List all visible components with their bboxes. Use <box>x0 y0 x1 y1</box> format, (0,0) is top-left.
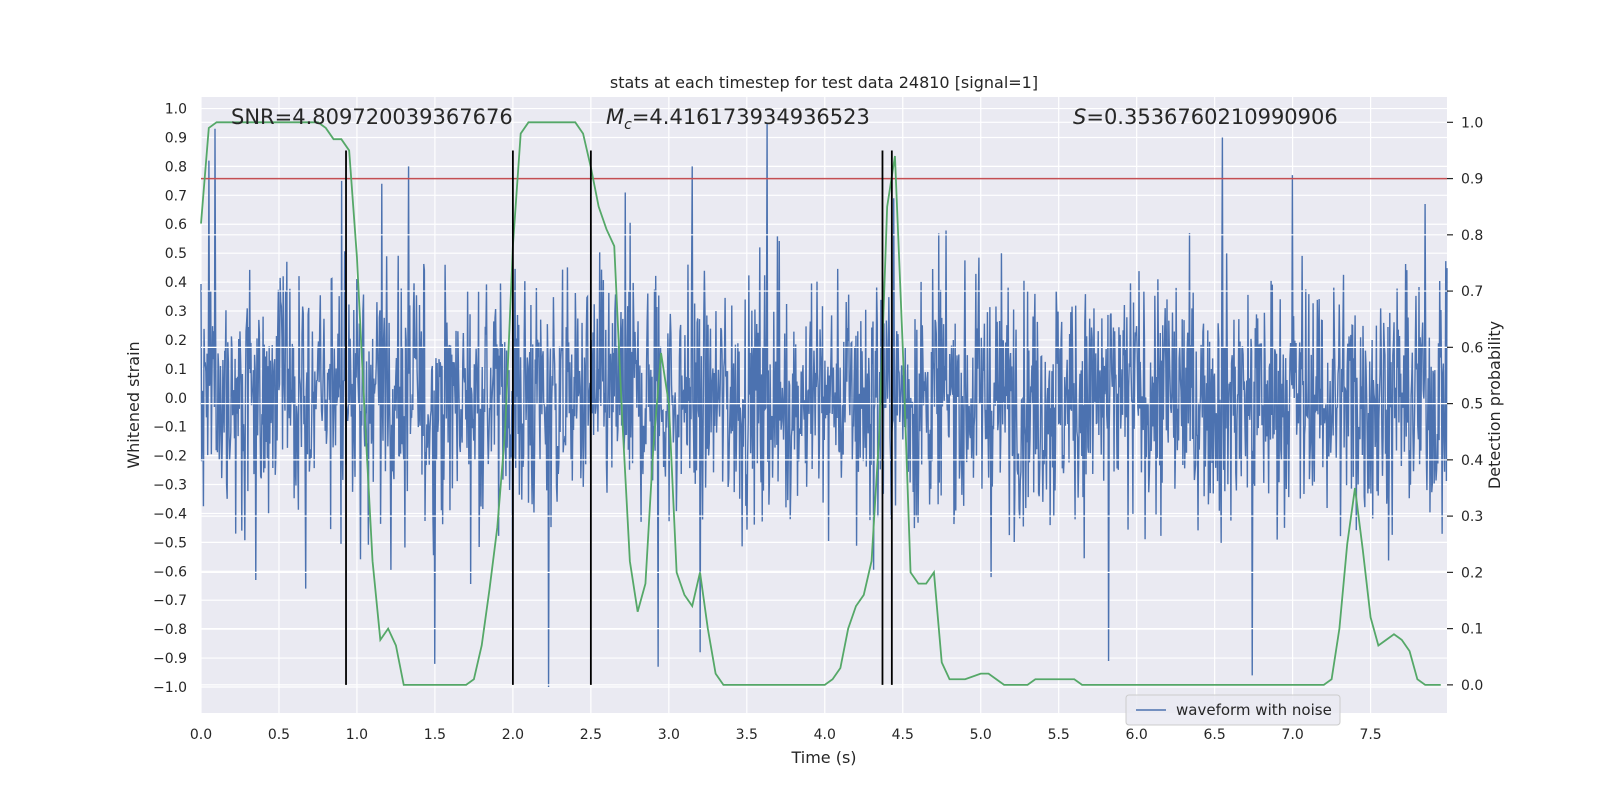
x-tick-label: 5.0 <box>970 727 992 743</box>
x-tick-label: 6.5 <box>1204 727 1226 743</box>
axis-ticks: 0.0 0.5 1.0 1.5 2.0 2.5 3.0 3.5 4.0 4.5 5.0 5.5 6.0 6… <box>153 102 1483 743</box>
y-right-tick-label: 0.4 <box>1461 453 1483 469</box>
y-right-tick-label: 0.7 <box>1461 284 1483 300</box>
chirp-mass-subscript: c <box>624 117 632 133</box>
y-left-tick-label: 0.3 <box>165 304 187 320</box>
y-left-tick-label: −0.3 <box>153 478 187 494</box>
x-tick-label: 3.0 <box>658 727 680 743</box>
detection-probability-series <box>200 121 1447 686</box>
y-left-tick-label: 1.0 <box>165 102 187 118</box>
y-left-tick-label: −0.8 <box>153 622 187 638</box>
y-left-tick-label: −0.5 <box>153 535 187 551</box>
s-statistic-value: =0.3536760210990906 <box>1086 105 1337 129</box>
x-tick-label: 7.0 <box>1281 727 1303 743</box>
y-right-tick-label: 0.0 <box>1461 678 1483 694</box>
chart-title: stats at each timestep for test data 248… <box>610 73 1038 92</box>
x-tick-label: 7.5 <box>1359 727 1381 743</box>
s-statistic-annotation: S=0.3536760210990906 <box>1073 105 1338 129</box>
x-tick-label: 4.5 <box>892 727 914 743</box>
legend-label-waveform: waveform with noise <box>1176 701 1332 719</box>
y-right-tick-label: 0.8 <box>1461 228 1483 244</box>
y-right-tick-label: 0.9 <box>1461 172 1483 188</box>
y-left-tick-label: 0.0 <box>165 391 187 407</box>
y-left-tick-label: 0.6 <box>165 217 187 233</box>
x-tick-label: 2.0 <box>502 727 524 743</box>
y-axis-left-label: Whitened strain <box>124 341 143 468</box>
x-axis-label: Time (s) <box>790 748 856 767</box>
waveform-line <box>200 123 1448 687</box>
y-right-tick-label: 0.2 <box>1461 565 1483 581</box>
y-left-tick-label: −0.7 <box>153 593 187 609</box>
y-right-tick-label: 0.3 <box>1461 509 1483 525</box>
y-left-tick-label: 0.8 <box>165 159 187 175</box>
x-tick-label: 1.0 <box>346 727 368 743</box>
y-left-tick-label: −0.6 <box>153 564 187 580</box>
x-tick-label: 0.5 <box>268 727 290 743</box>
chirp-mass-value: =4.416173934936523 <box>632 105 870 129</box>
detection-probability-line <box>200 121 1441 686</box>
s-statistic-symbol: S <box>1073 105 1086 129</box>
x-tick-label: 3.5 <box>736 727 758 743</box>
x-tick-label: 1.5 <box>424 727 446 743</box>
y-right-tick-label: 1.0 <box>1461 115 1483 131</box>
legend-box <box>1125 694 1341 726</box>
y-left-tick-label: 0.9 <box>165 130 187 146</box>
y-right-tick-label: 0.5 <box>1461 397 1483 413</box>
x-tick-label: 0.0 <box>190 727 212 743</box>
y-right-tick-label: 0.1 <box>1461 622 1483 638</box>
vertical-markers <box>345 150 893 685</box>
waveform-series <box>200 123 1448 687</box>
x-tick-label: 6.0 <box>1126 727 1148 743</box>
snr-annotation: SNR=4.809720039367676 <box>231 105 513 129</box>
y-left-tick-label: 0.1 <box>165 362 187 378</box>
chirp-mass-annotation: Mc=4.416173934936523 <box>606 105 870 133</box>
chirp-mass-symbol: M <box>606 105 624 129</box>
y-left-tick-label: 0.5 <box>165 246 187 262</box>
y-left-tick-label: 0.4 <box>165 275 187 291</box>
y-left-tick-label: −0.1 <box>153 420 187 436</box>
x-tick-label: 4.0 <box>814 727 836 743</box>
y-axis-right-label: Detection probability <box>1485 321 1504 489</box>
y-right-tick-label: 0.6 <box>1461 340 1483 356</box>
y-left-tick-label: 0.2 <box>165 333 187 349</box>
y-left-tick-label: 0.7 <box>165 188 187 204</box>
y-left-tick-label: −1.0 <box>153 680 187 696</box>
legend: waveform with noise <box>1125 694 1341 726</box>
y-left-tick-label: −0.4 <box>153 506 187 522</box>
x-tick-label: 5.5 <box>1048 727 1070 743</box>
y-left-tick-label: −0.2 <box>153 449 187 465</box>
x-tick-label: 2.5 <box>580 727 602 743</box>
y-left-tick-label: −0.9 <box>153 651 187 667</box>
